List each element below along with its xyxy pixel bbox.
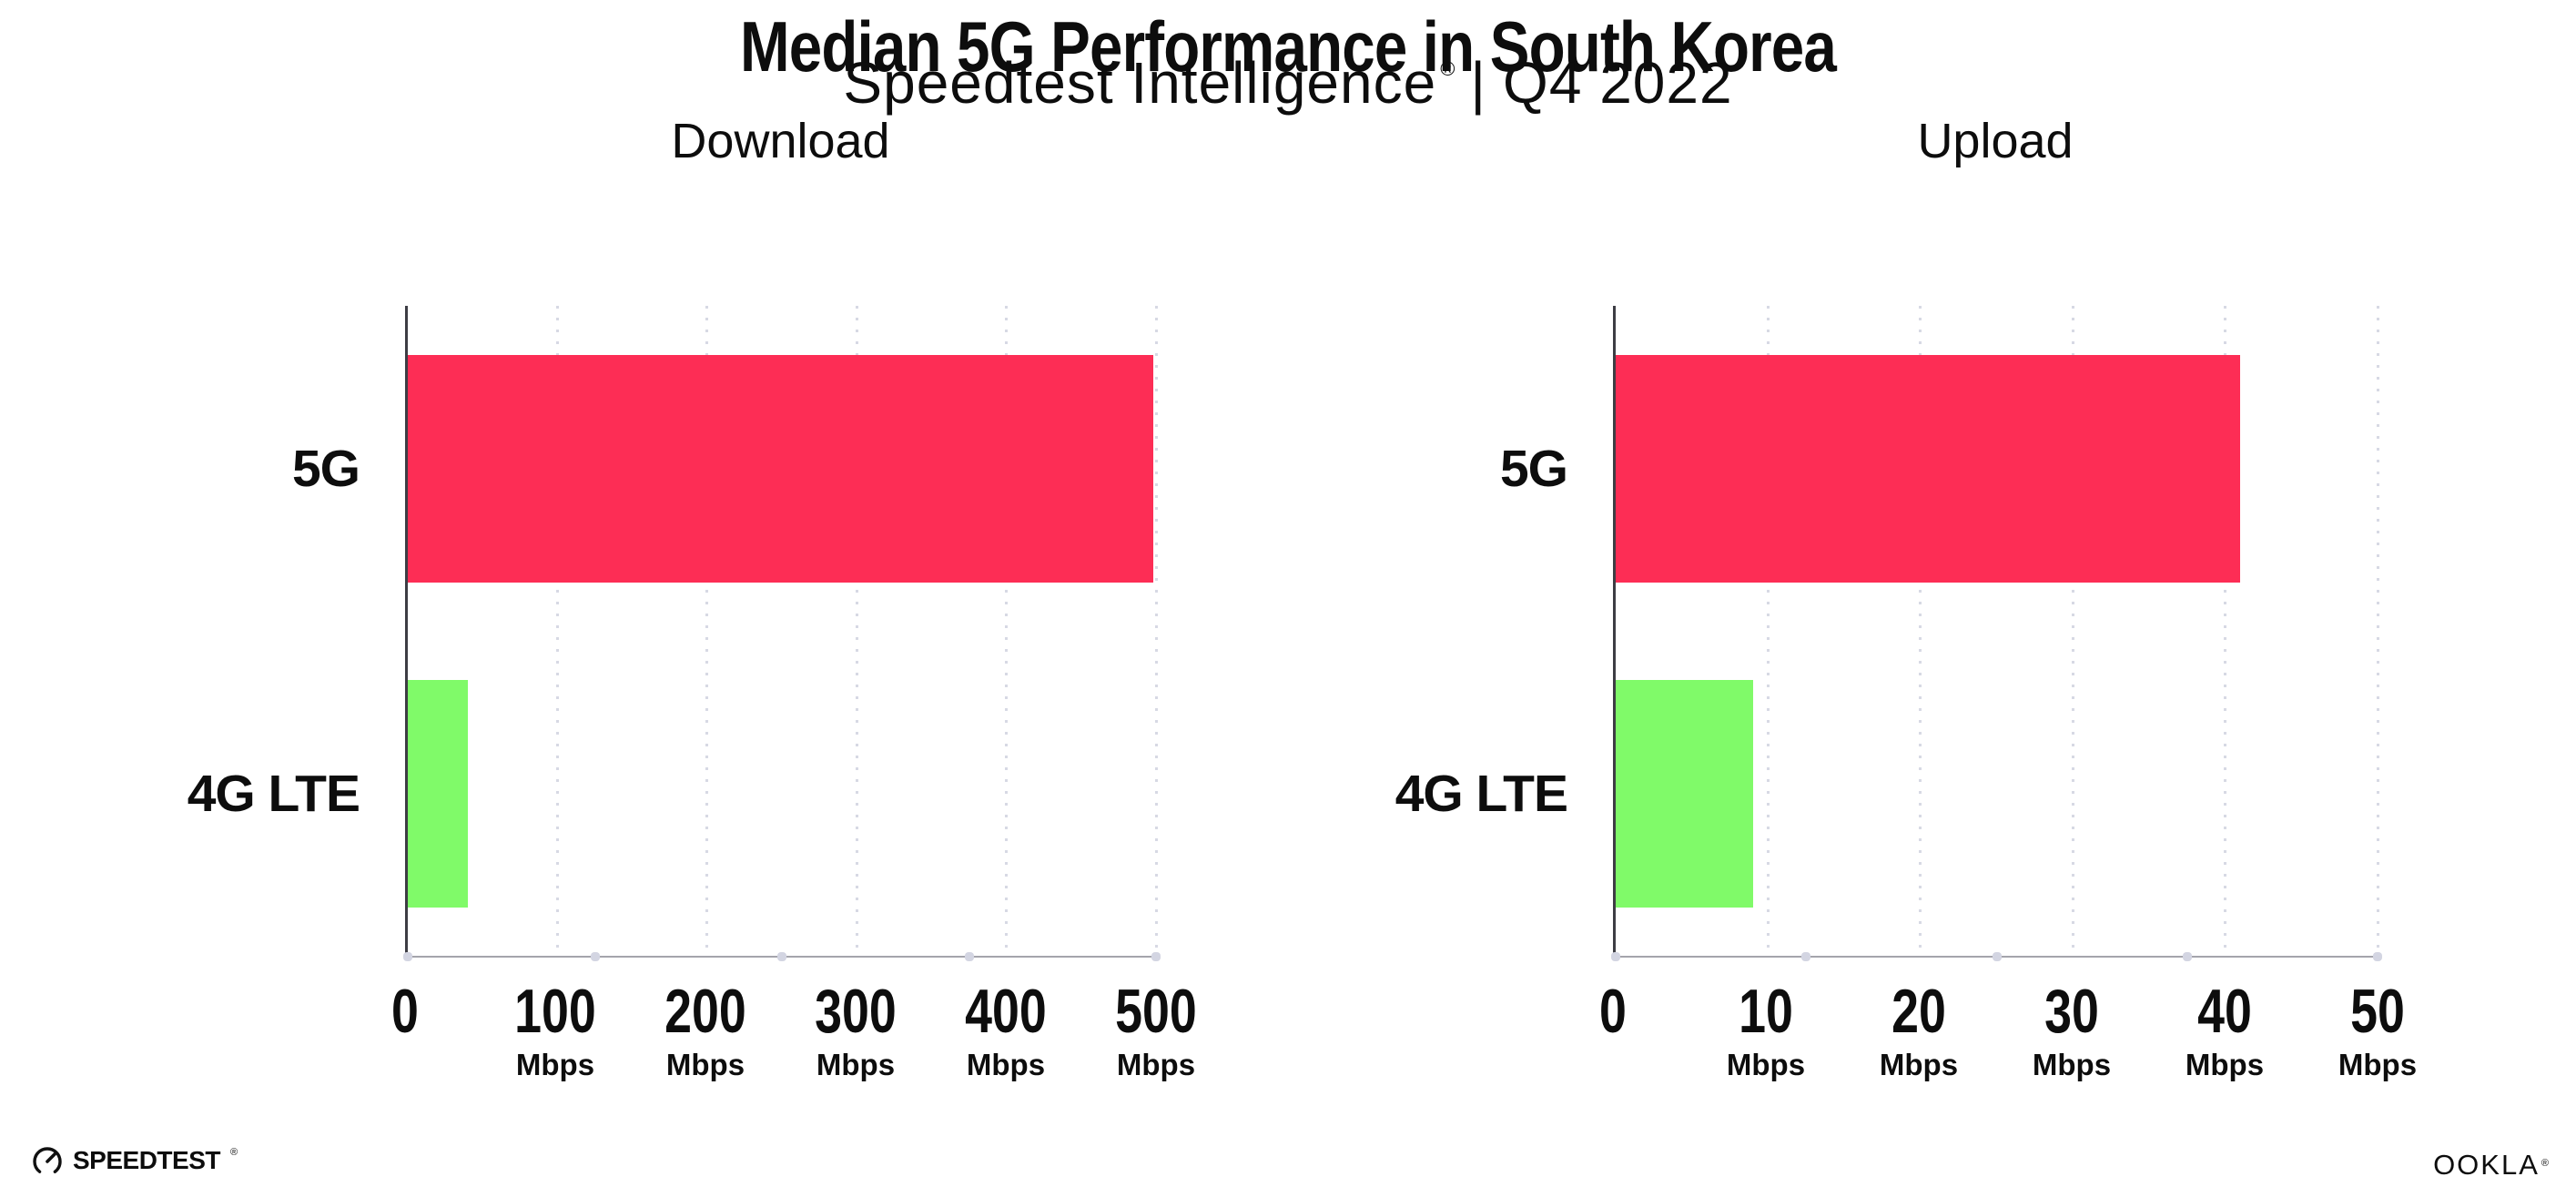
gridline [1766,306,1770,956]
bar-4g-lte [1616,679,1753,908]
download-x-axis-ticks: 0 100 Mbps 200 Mbps 300 Mbps 400 Mbps 500 Mbps [391,958,1197,1112]
x-tick-unit: Mbps [2185,1048,2265,1081]
gridline [1005,306,1009,956]
x-tick-value: 200 [664,977,746,1046]
x-tick-unit: Mbps [515,1048,595,1081]
download-chart: Download 5G 4G LTE 0 100 Mbps 200 Mbps 300 Mbps… [188,114,1197,1080]
page-title: Median 5G Performance in South Korea [739,6,1837,86]
x-tick-value: 0 [391,977,419,1046]
x-tick: 0 [388,958,422,1042]
x-tick-unit: Mbps [1726,1048,1806,1081]
x-tick-value: 40 [2197,977,2252,1046]
chart-title-download: Download [671,114,890,168]
gridline [1919,306,1922,956]
x-tick-unit: Mbps [1116,1048,1196,1081]
upload-chart: Upload 5G 4G LTE 0 10 Mbps 20 Mbps 30 Mbps 40 Mbp… [1395,114,2417,1080]
subtitle-brand: Speedtest Intelligence [843,50,1437,116]
x-tick: 30 Mbps [2033,958,2111,1080]
x-tick: 10 Mbps [1727,958,1805,1080]
x-tick-value: 500 [1115,977,1197,1046]
bar-5g [408,354,1153,583]
x-tick-unit: Mbps [966,1048,1046,1081]
gridline [2224,306,2227,956]
ookla-wordmark: OOKLA [2433,1149,2540,1181]
x-tick-value: 0 [1599,977,1627,1046]
bar-5g [1616,354,2241,583]
upload-x-axis-ticks: 0 10 Mbps 20 Mbps 30 Mbps 40 Mbps 50 Mbps [1599,958,2417,1112]
bar-4g-lte [408,679,468,908]
axis-tick-dot [590,952,600,961]
axis-tick-dot [964,952,974,961]
subtitle-divider: | [1470,50,1487,116]
x-tick: 200 Mbps [654,958,756,1080]
x-tick-value: 50 [2350,977,2405,1046]
category-label-5g: 5G [291,439,360,498]
x-tick-value: 300 [815,977,897,1046]
upload-category-labels: 5G 4G LTE [1231,306,1613,958]
gridline [2071,306,2074,956]
speedtest-wordmark: SPEEDTEST [73,1146,220,1174]
axis-tick-dot [777,952,786,961]
x-tick-value: 30 [2044,977,2099,1046]
speedtest-registered-mark: ® [229,1147,238,1158]
x-tick: 50 Mbps [2338,958,2417,1080]
x-tick-value: 20 [1891,977,1946,1046]
download-plot-area [403,306,1161,961]
axis-tick-dot [1801,952,1811,961]
page-subtitle: Speedtest Intelligence ® | Q4 2022 [0,49,2576,117]
axis-tick-dot [1992,952,2002,961]
x-tick-value: 10 [1739,977,1793,1046]
axis-tick-dot [1151,952,1161,961]
axis-tick-dot [403,952,412,961]
x-tick: 0 [1596,958,1630,1042]
category-label-4g-lte: 4G LTE [1394,764,1568,823]
x-tick-unit: Mbps [665,1048,745,1081]
axis-tick-dot [2373,952,2382,961]
x-tick-unit: Mbps [2032,1048,2112,1081]
gridline [705,306,709,956]
x-tick: 20 Mbps [1880,958,1958,1080]
gridline [1154,306,1158,956]
x-tick-value: 100 [514,977,596,1046]
x-tick: 300 Mbps [804,958,907,1080]
x-tick-value: 400 [965,977,1047,1046]
category-label-5g: 5G [1499,439,1568,498]
x-tick-unit: Mbps [816,1048,896,1081]
axis-tick-dot [1611,952,1620,961]
gridline [555,306,559,956]
subtitle-period: Q4 2022 [1503,50,1733,116]
x-tick: 40 Mbps [2186,958,2264,1080]
category-label-4g-lte: 4G LTE [187,764,360,823]
speedtest-logo: SPEEDTEST ® [30,1143,238,1178]
gridline [2376,306,2379,956]
gridline [855,306,858,956]
upload-plot-area [1611,306,2382,961]
x-tick-unit: Mbps [2338,1048,2418,1081]
ookla-registered-mark: ® [2541,1158,2551,1169]
x-tick-unit: Mbps [1879,1048,1959,1081]
speedtest-gauge-icon [33,1147,62,1176]
registered-trademark-mark: ® [1440,57,1456,80]
x-tick: 100 Mbps [503,958,606,1080]
x-tick: 400 Mbps [954,958,1057,1080]
chart-title-upload: Upload [1917,114,2074,168]
axis-tick-dot [2182,952,2192,961]
download-category-labels: 5G 4G LTE [23,306,405,958]
ookla-logo: OOKLA ® [2433,1149,2551,1182]
x-tick: 500 Mbps [1104,958,1207,1080]
